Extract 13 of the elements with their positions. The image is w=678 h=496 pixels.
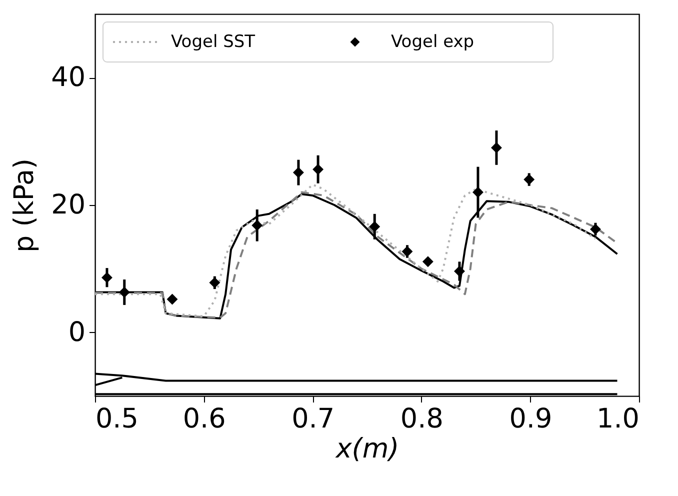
y-tick-label: 40 bbox=[51, 62, 86, 94]
y-tick-label: 20 bbox=[51, 190, 86, 220]
x-tick-label: 0.9 bbox=[509, 404, 552, 434]
legend-label: Vogel exp bbox=[391, 32, 474, 52]
y-axis-title: p (kPa) bbox=[9, 158, 40, 253]
legend-label: Vogel SST bbox=[171, 32, 256, 52]
y-tick-label: 0 bbox=[68, 316, 86, 348]
x-tick-label: 0.5 bbox=[96, 404, 138, 434]
x-axis-title: x(m) bbox=[334, 434, 400, 464]
x-tick-label: 0.7 bbox=[292, 404, 335, 434]
x-tick-label: 0.6 bbox=[182, 404, 226, 434]
x-tick-label: 0.8 bbox=[400, 404, 444, 434]
x-tick-label: 1.0 bbox=[596, 404, 640, 434]
